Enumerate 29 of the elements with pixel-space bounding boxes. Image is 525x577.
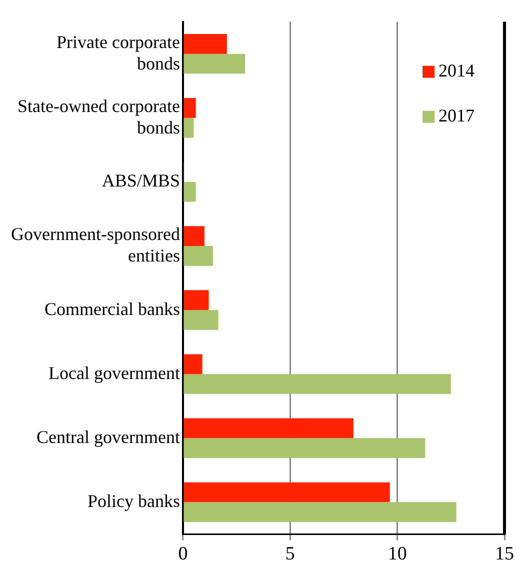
bar xyxy=(184,310,218,330)
bar xyxy=(184,246,213,266)
y-tick-label: Policy banks xyxy=(87,490,180,511)
y-tick-label: Local government xyxy=(48,362,180,383)
x-tick-label: 15 xyxy=(495,544,514,565)
bar xyxy=(184,226,204,246)
bar xyxy=(184,374,451,394)
legend-label: 2014 xyxy=(438,60,474,81)
bar xyxy=(184,502,456,522)
bar xyxy=(184,182,196,202)
bar xyxy=(184,34,227,54)
bar xyxy=(184,290,209,310)
y-tick-label: ABS/MBS xyxy=(102,170,180,191)
bar xyxy=(184,482,390,502)
y-tick-label: Government-sponsored entities xyxy=(10,224,180,266)
x-tick-label: 5 xyxy=(285,544,295,565)
y-tick-label: State-owned corporate bonds xyxy=(18,96,180,138)
bar xyxy=(184,354,202,374)
y-tick-label: Central government xyxy=(36,426,180,447)
y-tick-label: Commercial banks xyxy=(44,298,180,319)
legend-label: 2017 xyxy=(438,106,474,126)
x-tick-label: 0 xyxy=(178,544,188,565)
bar xyxy=(184,418,354,438)
y-tick-label: Private corporate bonds xyxy=(56,32,180,74)
bar xyxy=(184,438,426,458)
bar xyxy=(184,118,194,138)
x-tick-label: 10 xyxy=(388,544,407,565)
bar xyxy=(184,54,246,74)
bar xyxy=(184,98,196,118)
